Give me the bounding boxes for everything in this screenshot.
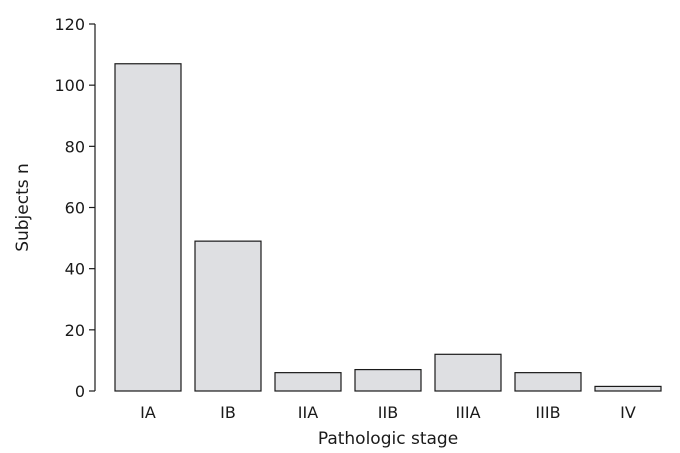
x-tick-label-ib: IB: [220, 403, 236, 422]
x-axis-ticks: IA IB IIA IIB IIIA IIIB IV: [140, 403, 636, 422]
bar-ia: [114, 63, 182, 392]
y-tick-label: 40: [65, 260, 85, 279]
bar-iiia: [434, 353, 502, 392]
bar-ib: [194, 240, 262, 392]
x-tick-label-ia: IA: [140, 403, 156, 422]
bar-iiib: [514, 372, 582, 392]
y-tick-label: 0: [75, 382, 85, 401]
x-tick-label-iiib: IIIB: [535, 403, 560, 422]
x-tick-label-iiia: IIIA: [455, 403, 480, 422]
bar-iib: [354, 368, 422, 392]
x-axis-title: Pathologic stage: [318, 429, 458, 449]
bar-iia: [274, 372, 342, 392]
x-tick-label-iib: IIB: [378, 403, 398, 422]
y-tick-label: 100: [54, 76, 85, 95]
y-tick-label: 60: [65, 199, 85, 218]
y-axis-title: Subjects n: [13, 163, 33, 252]
y-tick-label: 80: [65, 137, 85, 156]
y-tick-label: 20: [65, 321, 85, 340]
bar-iv: [594, 385, 662, 392]
x-tick-label-iia: IIA: [298, 403, 318, 422]
x-tick-label-iv: IV: [620, 403, 636, 422]
y-axis-ticks: 0 20 40 60 80 100 120: [54, 15, 95, 401]
y-tick-label: 120: [54, 15, 85, 34]
bars-group: [114, 63, 662, 392]
